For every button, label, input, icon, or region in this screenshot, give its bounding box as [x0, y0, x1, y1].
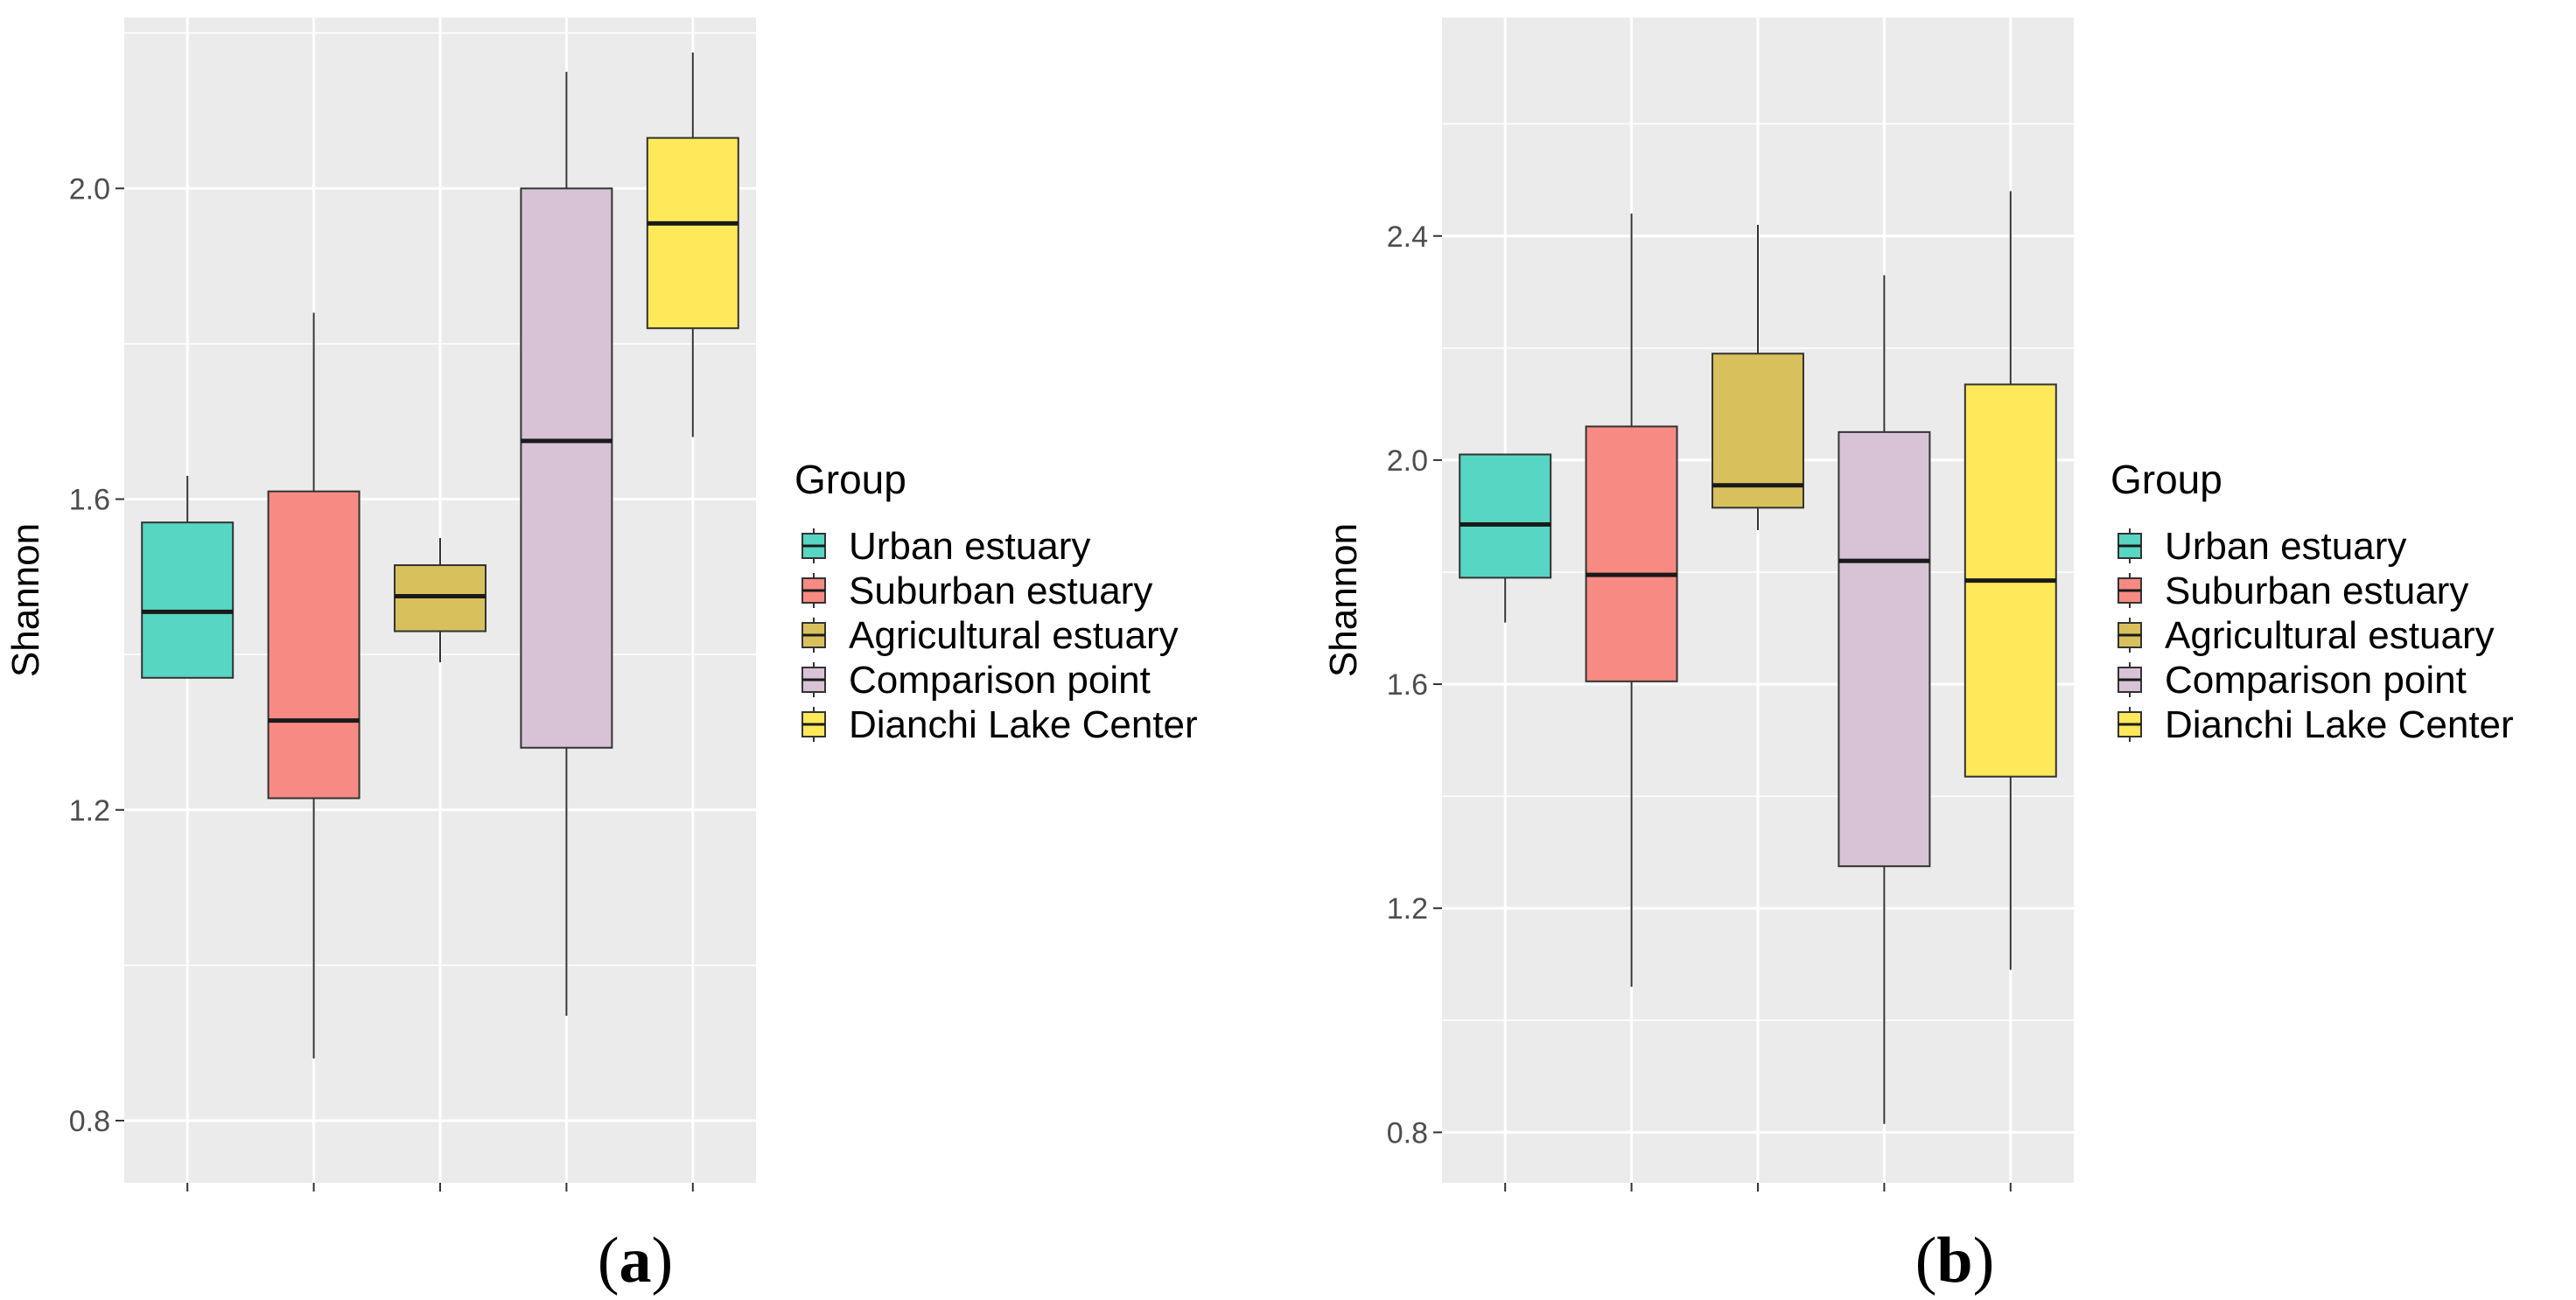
legend-label: Comparison point	[2165, 659, 2467, 702]
legend-title: Group	[2110, 457, 2222, 502]
legend-item: Dianchi Lake Center	[2118, 703, 2514, 746]
panel-label-open: (	[1915, 1225, 1937, 1297]
panel-label-letter: b	[1936, 1225, 1972, 1297]
box-iqr	[520, 187, 613, 749]
box-dianchi-lake-center	[1964, 191, 2057, 970]
legend-item: Suburban estuary	[802, 570, 1152, 612]
legend-title: Group	[794, 457, 906, 502]
box-agricultural-estuary	[1712, 224, 1804, 530]
y-tick-label: 1.6	[69, 484, 110, 517]
legend-item: Agricultural estuary	[802, 614, 1179, 657]
box-urban-estuary	[141, 475, 234, 679]
box-iqr	[141, 521, 234, 679]
panel-label-close: )	[1973, 1225, 1995, 1297]
y-axis-label: Shannon	[1322, 523, 1365, 677]
box-comparison-point	[520, 72, 613, 1017]
box-iqr	[1838, 430, 1931, 868]
legend-label: Agricultural estuary	[2165, 614, 2495, 657]
legend-label: Urban estuary	[2165, 525, 2406, 568]
box-suburban-estuary	[1585, 213, 1678, 987]
legend-item: Comparison point	[2118, 659, 2467, 702]
box-dianchi-lake-center	[646, 52, 739, 437]
y-tick-label: 1.2	[69, 794, 110, 828]
legend-label: Dianchi Lake Center	[849, 703, 1198, 746]
y-tick-label: 0.8	[1387, 1116, 1428, 1150]
box-iqr	[1712, 353, 1804, 509]
y-tick-label: 1.6	[1387, 668, 1428, 702]
box-comparison-point	[1838, 275, 1931, 1124]
y-axis-label: Shannon	[4, 523, 47, 677]
y-tick-label: 2.4	[1387, 220, 1428, 254]
legend-label: Urban estuary	[849, 525, 1090, 568]
panel-label-open: (	[598, 1225, 620, 1297]
box-urban-estuary	[1459, 453, 1552, 623]
panel-label: (a)	[598, 1225, 673, 1297]
box-iqr	[646, 136, 739, 330]
panel-label: (b)	[1915, 1225, 1994, 1297]
legend-item: Agricultural estuary	[2118, 614, 2495, 657]
box-agricultural-estuary	[394, 537, 486, 663]
y-tick-label: 2.0	[69, 172, 110, 206]
legend-item: Suburban estuary	[2118, 570, 2468, 612]
box-iqr	[267, 490, 360, 800]
panel-label-letter: a	[620, 1225, 652, 1297]
panel-label-close: )	[652, 1225, 674, 1297]
y-tick-label: 1.2	[1387, 892, 1428, 926]
legend-label: Agricultural estuary	[849, 614, 1179, 657]
box-iqr	[1459, 453, 1552, 579]
legend-item: Urban estuary	[2118, 525, 2406, 568]
box-iqr	[1585, 425, 1678, 682]
legend-label: Comparison point	[849, 659, 1151, 702]
legend-label: Dianchi Lake Center	[2165, 703, 2514, 746]
panel-b: 0.8 1.2 1.6 2.0 2.4 Shannon Group Urban estuary…	[1322, 17, 2514, 1297]
panel-a: 0.8 1.2 1.6 2.0 Shannon Group Urban estuarySub…	[4, 17, 1198, 1297]
legend-item: Urban estuary	[802, 525, 1090, 568]
legend-item: Dianchi Lake Center	[802, 703, 1198, 746]
legend-label: Suburban estuary	[2165, 570, 2468, 612]
legend-item: Comparison point	[802, 659, 1151, 702]
legend-label: Suburban estuary	[849, 570, 1152, 612]
box-suburban-estuary	[267, 312, 360, 1059]
y-tick-label: 2.0	[1387, 444, 1428, 478]
y-tick-label: 0.8	[69, 1105, 110, 1138]
